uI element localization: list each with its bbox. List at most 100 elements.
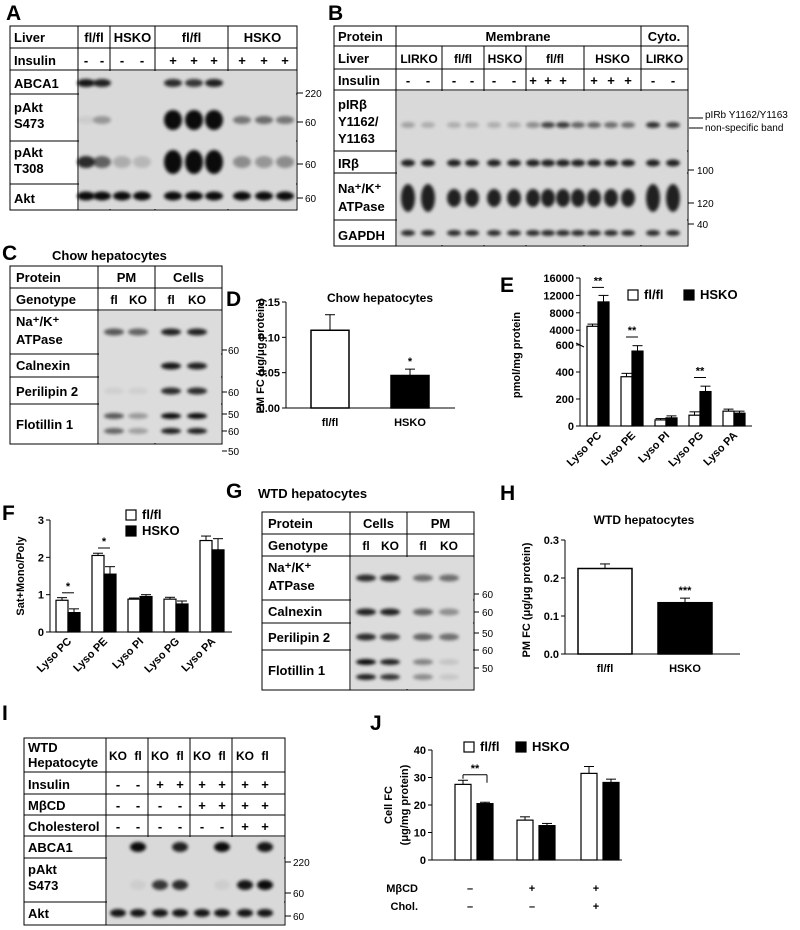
chart-f-bar [67, 611, 81, 633]
band-calnexin [380, 608, 400, 616]
band-abca1 [77, 79, 95, 87]
group-label: fl/fl [546, 52, 564, 66]
insulin-sign: + [190, 53, 198, 68]
row-label-akt: Akt [14, 191, 36, 206]
chart-h-y-tick-label: 0.0 [544, 649, 559, 661]
band-irb [604, 159, 618, 167]
cholesterol-sign: - [116, 819, 120, 834]
band-pakt-s473 [205, 110, 223, 130]
band-gapdh [447, 230, 461, 236]
mw-label: 50 [228, 410, 240, 421]
band-calnexin [187, 362, 207, 370]
chart-j-y-tick-label: 40 [414, 745, 426, 757]
row-label-na-k-atpase: ATPase [268, 578, 315, 593]
panel-label-i: I [2, 702, 8, 725]
row-label-irb: IRβ [338, 156, 359, 171]
band-pirb [666, 122, 680, 128]
chart-d-y-tick-label: 0.00 [259, 403, 280, 415]
band-pakt-s473 [255, 116, 273, 124]
panel-label-b: B [328, 2, 343, 25]
band-abca1 [205, 79, 223, 87]
col-label: Cells [363, 516, 394, 531]
insulin-sign: - [452, 73, 456, 88]
col-label: PM [431, 516, 451, 531]
chart-h-y-tick-label: 0.2 [544, 573, 559, 585]
band-gapdh [465, 230, 479, 236]
cholesterol-sign: - [136, 819, 140, 834]
band-flotillin [128, 428, 148, 434]
band-irb [541, 159, 555, 167]
header-membrane: Membrane [485, 29, 550, 44]
chart-e-tick-label: 8000 [550, 308, 574, 320]
genotype-label: KO [381, 539, 399, 553]
panel-label-d: D [226, 288, 241, 311]
mbcd-sign: + [241, 798, 249, 813]
chart-j-legend-hsko: HSKO [532, 739, 570, 754]
chart-d-y-tick-label: 0.15 [259, 297, 280, 309]
chart-e-tick-label: 16000 [543, 273, 574, 285]
band-akt [152, 909, 168, 917]
band-flotillin [413, 659, 433, 665]
band-gapdh [526, 230, 540, 236]
genotype-label: KO [440, 539, 458, 553]
band-pakt-t308 [185, 150, 203, 174]
row-label-insulin: Insulin [28, 777, 70, 792]
col-label: Cells [173, 270, 204, 285]
band-pakt [152, 880, 168, 890]
panel-label-e: E [500, 274, 514, 297]
chart-e-category: Lyso PE [599, 430, 638, 469]
band-akt [133, 191, 151, 201]
chart-f-bar [211, 549, 225, 633]
mw-label: 220 [293, 858, 310, 869]
chart-f-bar [55, 599, 69, 633]
band-gapdh [507, 230, 521, 236]
chart-e-bar [665, 417, 678, 427]
band-pakt-t308 [133, 156, 151, 168]
genotype-label: KO [188, 293, 206, 307]
band-perilipin [413, 633, 433, 641]
row-label-pirb: Y1162/ [338, 114, 379, 129]
band-irb [526, 159, 540, 167]
chart-f-category: Lyso PA [179, 636, 218, 675]
band-gapdh [556, 230, 570, 236]
band-gapdh [571, 230, 585, 236]
panel-label-g: G [226, 480, 242, 503]
panel-a: ALiverInsulinABCA1pAktS473pAktT308Aktfl/… [6, 2, 322, 211]
row-label-insulin: Insulin [338, 73, 380, 88]
row-label-mbcd: MβCD [28, 798, 66, 813]
band-na-k-atpase [401, 184, 415, 212]
group-label: LIRKO [646, 52, 683, 66]
chart-e-bar [654, 419, 667, 427]
mbcd-sign: - [178, 798, 182, 813]
band-pakt-t308 [164, 150, 182, 174]
chart-f-y-tick-label: 0 [38, 627, 44, 639]
row-label-na-k-atpase: ATPase [16, 332, 63, 347]
mbcd-sign: - [136, 798, 140, 813]
band-flotillin [104, 428, 124, 434]
row-label-pakt-s473: S473 [14, 116, 44, 131]
chart-e-category: Lyso PG [666, 430, 706, 470]
band-irb [556, 159, 570, 167]
chart-f-ylabel: Sat+Mono/Poly [15, 536, 27, 616]
panel-b-membrane [397, 91, 687, 245]
genotype-label: KO [236, 749, 254, 763]
band-na-k-atpase [556, 189, 570, 207]
band-gapdh [587, 230, 601, 236]
row-label-pakt-t308: T308 [14, 161, 44, 176]
chart-d-y-tick-label: 0.05 [259, 368, 280, 380]
insulin-sign: - [140, 53, 144, 68]
band-pirb [421, 122, 435, 128]
genotype-label: KO [193, 749, 211, 763]
band-na-k-atpase [646, 184, 660, 212]
chart-h-category: HSKO [669, 663, 701, 675]
band-na-k-atpase [447, 189, 461, 207]
band-flotillin [356, 674, 376, 680]
chart-e-bar [586, 325, 599, 427]
cholesterol-sign: + [261, 819, 269, 834]
insulin-sign: + [156, 777, 164, 792]
band-pirb [487, 122, 501, 128]
band-calnexin [413, 608, 433, 616]
